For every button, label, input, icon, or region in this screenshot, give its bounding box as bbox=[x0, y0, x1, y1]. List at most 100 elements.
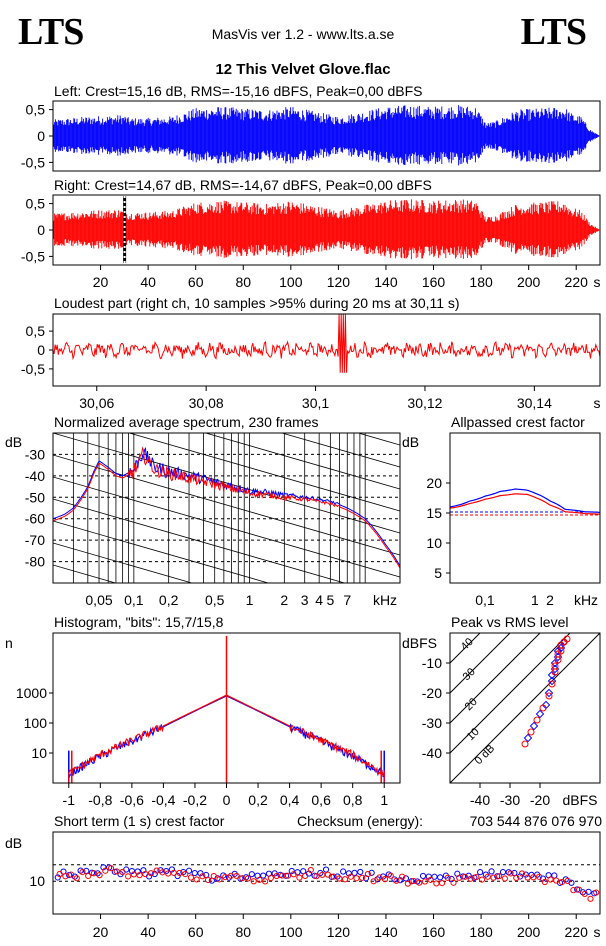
shortcrest-point bbox=[182, 870, 189, 878]
peakrms-point bbox=[523, 733, 533, 743]
shortcrest-point bbox=[499, 869, 507, 876]
spectrum-xtick-label: 2 bbox=[280, 592, 288, 608]
shortcrest-point bbox=[541, 878, 548, 886]
shortcrest-point bbox=[593, 889, 600, 896]
allpass-xtick-unit: kHz bbox=[574, 592, 598, 608]
peakrms-point bbox=[539, 704, 547, 712]
shortcrest-point bbox=[187, 874, 195, 881]
shortcrest-point bbox=[197, 870, 204, 877]
histogram-xtick-label: -0,4 bbox=[151, 792, 175, 808]
peakrms-crest-label: 30 bbox=[461, 666, 478, 683]
shortcrest-xtick-label: 40 bbox=[140, 924, 156, 940]
shortcrest-point bbox=[399, 873, 406, 880]
shortcrest-point bbox=[136, 872, 143, 879]
loudest-xtick-label: 30,14 bbox=[517, 395, 552, 411]
shortcrest-point bbox=[267, 874, 274, 882]
loudest-ytick-label: -0,5 bbox=[21, 361, 45, 377]
shortcrest-point bbox=[501, 875, 508, 882]
peakrms-xtick-unit: dBFS bbox=[562, 792, 597, 808]
shortcrest-point bbox=[222, 874, 229, 881]
allpass-series-line bbox=[449, 488, 601, 513]
shortcrest-point bbox=[210, 873, 217, 880]
peakrms-point bbox=[541, 700, 551, 710]
spectrum-panel-title: Normalized average spectrum, 230 frames bbox=[54, 414, 319, 430]
shortcrest-point bbox=[433, 880, 440, 887]
shortcrest-point bbox=[431, 873, 438, 880]
right-ytick-label: 0 bbox=[37, 222, 45, 238]
peakrms-point bbox=[547, 670, 557, 680]
shortcrest-point bbox=[347, 873, 354, 880]
histogram-ytick-label: 1000 bbox=[16, 685, 47, 701]
shortcrest-point bbox=[225, 874, 233, 881]
left-panel-title: Left: Crest=15,16 dB, RMS=-15,16 dBFS, P… bbox=[54, 83, 422, 99]
spectrum-xtick-label: 0,1 bbox=[124, 592, 144, 608]
shortcrest-point bbox=[345, 870, 352, 877]
peakrms-point bbox=[556, 640, 566, 650]
left-ytick-label: 0,5 bbox=[26, 102, 46, 118]
shortcrest-point bbox=[301, 872, 309, 880]
spectrum-slope-line bbox=[53, 498, 346, 583]
shortcrest-point bbox=[450, 879, 457, 886]
peakrms-crest-line bbox=[450, 633, 600, 783]
shortcrest-point bbox=[513, 874, 520, 882]
spectrum-series-line bbox=[53, 446, 400, 567]
shortcrest-point bbox=[96, 872, 103, 879]
spectrum-slope-line bbox=[127, 433, 400, 512]
peakrms-crest-label: 40 bbox=[459, 636, 476, 653]
shortcrest-point bbox=[174, 872, 181, 880]
right-ytick-label: 0,5 bbox=[26, 196, 46, 212]
shortcrest-point bbox=[536, 873, 543, 880]
shortcrest-point bbox=[478, 876, 486, 883]
shortcrest-point bbox=[568, 879, 575, 886]
spectrum-xtick-label: 1 bbox=[246, 592, 254, 608]
time-xtick-label: 100 bbox=[279, 274, 303, 290]
file-name: 12 This Velvet Glove.flac bbox=[215, 61, 391, 78]
shortcrest-point bbox=[322, 866, 330, 873]
shortcrest-point bbox=[220, 872, 227, 879]
loudest-waveform bbox=[52, 314, 601, 373]
allpass-series-line bbox=[449, 493, 601, 515]
spectrum-series-line bbox=[53, 446, 400, 569]
shortcrest-point bbox=[467, 875, 474, 882]
shortcrest-point bbox=[539, 875, 547, 882]
spectrum-plot-area bbox=[53, 433, 400, 583]
time-xtick-label: 140 bbox=[374, 274, 398, 290]
shortcrest-point bbox=[233, 872, 240, 880]
shortcrest-point bbox=[147, 870, 155, 877]
peakrms-point bbox=[521, 740, 529, 748]
peakrms-crest-label: 0 dB bbox=[473, 743, 497, 767]
left-ytick-label: -0,5 bbox=[21, 154, 45, 170]
shortcrest-point bbox=[165, 870, 172, 877]
shortcrest-point bbox=[262, 878, 269, 885]
shortcrest-xtick-label: 100 bbox=[279, 924, 303, 940]
loudest-ytick-label: 0 bbox=[37, 342, 45, 358]
shortcrest-point bbox=[107, 865, 115, 872]
peakrms-ytick-label: -20 bbox=[422, 685, 442, 701]
shortcrest-point bbox=[330, 873, 337, 880]
shortcrest-point bbox=[364, 870, 371, 878]
loudest-xtick-label: 30,1 bbox=[302, 395, 329, 411]
time-xtick-label: 160 bbox=[422, 274, 446, 290]
shortcrest-point bbox=[368, 869, 375, 876]
histogram-xtick-label: 0,6 bbox=[311, 792, 331, 808]
shortcrest-point bbox=[341, 876, 349, 883]
spectrum-ytick-label: -40 bbox=[25, 468, 45, 484]
time-xtick-label: 180 bbox=[469, 274, 493, 290]
shortcrest-point bbox=[324, 871, 332, 878]
allpass-xtick-label: 0,1 bbox=[475, 592, 495, 608]
peakrms-ytick-label: -40 bbox=[422, 745, 442, 761]
loudest-xtick-unit: s bbox=[594, 395, 601, 411]
peakrms-crest-label: 20 bbox=[463, 696, 480, 713]
spectrum-slope-line bbox=[53, 520, 270, 583]
allpass-xtick-label: 2 bbox=[546, 592, 554, 608]
peakrms-point bbox=[553, 652, 563, 662]
loudest-panel-title: Loudest part (right ch, 10 samples >95% … bbox=[54, 295, 460, 311]
shortcrest-point bbox=[570, 887, 577, 894]
histogram-panel-title: Histogram, "bits": 15,7/15,8 bbox=[54, 614, 224, 630]
shortcrest-point bbox=[90, 870, 98, 877]
shortcrest-point bbox=[387, 872, 394, 879]
shortcrest-point bbox=[357, 868, 364, 876]
shortcrest-point bbox=[191, 869, 198, 877]
left-ytick-label: 0 bbox=[37, 128, 45, 144]
shortcrest-point bbox=[142, 870, 149, 878]
